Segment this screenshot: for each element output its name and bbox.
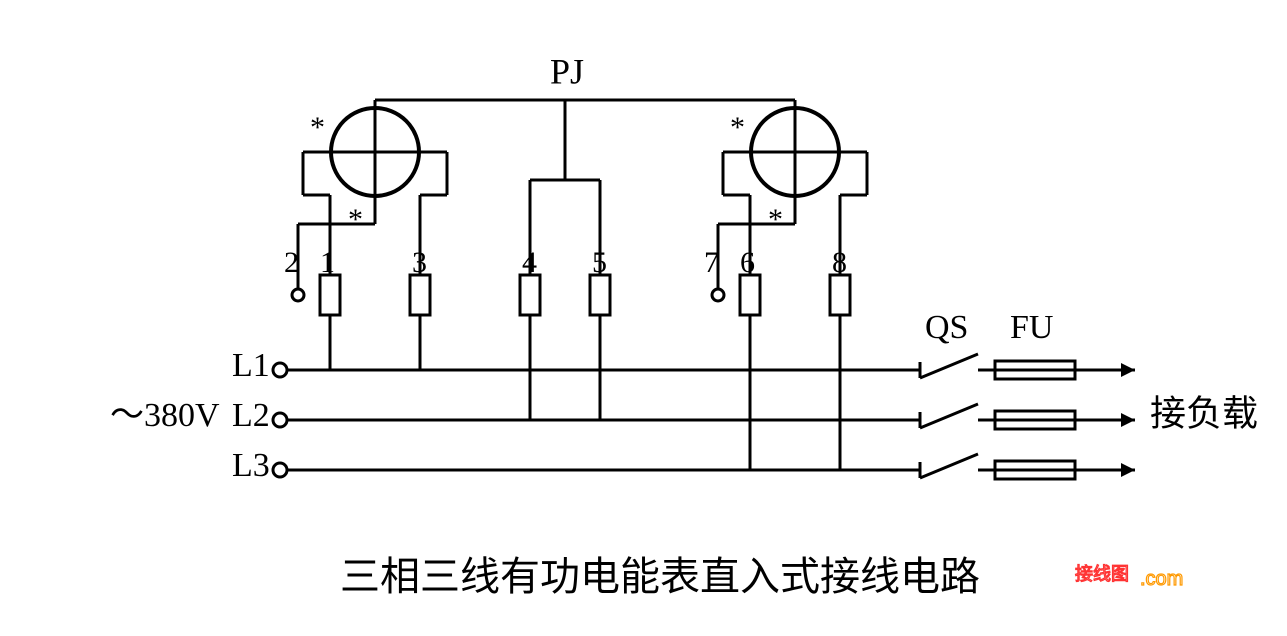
terminal-label-4: 4 <box>522 246 537 279</box>
terminal-label-1: 1 <box>320 246 335 279</box>
svg-text:*: * <box>730 111 745 144</box>
terminal-label-7: 7 <box>704 246 719 279</box>
svg-text:*: * <box>310 111 325 144</box>
output-switch-fuse <box>920 354 1135 479</box>
phase-l1-label: L1 <box>232 347 270 384</box>
terminal-strip: 12 3 4 5 67 8 <box>284 246 850 315</box>
circuit-diagram: ** ** 12345678 PJ QS FU 接负载 ～380V L1 L2 … <box>0 0 1287 636</box>
phase-lines <box>273 363 287 477</box>
qs-label: QS <box>925 309 968 346</box>
terminal-label-6: 6 <box>740 246 755 279</box>
svg-text:*: * <box>768 203 783 236</box>
diagram-title: 三相三线有功电能表直入式接线电路 <box>340 554 980 599</box>
voltage-label: ～380V <box>110 397 220 434</box>
pj-label: PJ <box>550 51 584 91</box>
terminal-label-5: 5 <box>592 246 607 279</box>
phase-l2-label: L2 <box>232 397 270 434</box>
load-label: 接负载 <box>1150 393 1258 433</box>
phase-l3-label: L3 <box>232 447 270 484</box>
internal-wiring <box>287 315 920 470</box>
watermark-line1: 接线图 <box>1075 564 1129 584</box>
terminal-label-3: 3 <box>412 246 427 279</box>
svg-text:*: * <box>348 203 363 236</box>
watermark-line2: .com <box>1140 568 1183 590</box>
terminal-label-8: 8 <box>832 246 847 279</box>
terminal-label-2: 2 <box>284 246 299 279</box>
fu-label: FU <box>1010 309 1053 346</box>
